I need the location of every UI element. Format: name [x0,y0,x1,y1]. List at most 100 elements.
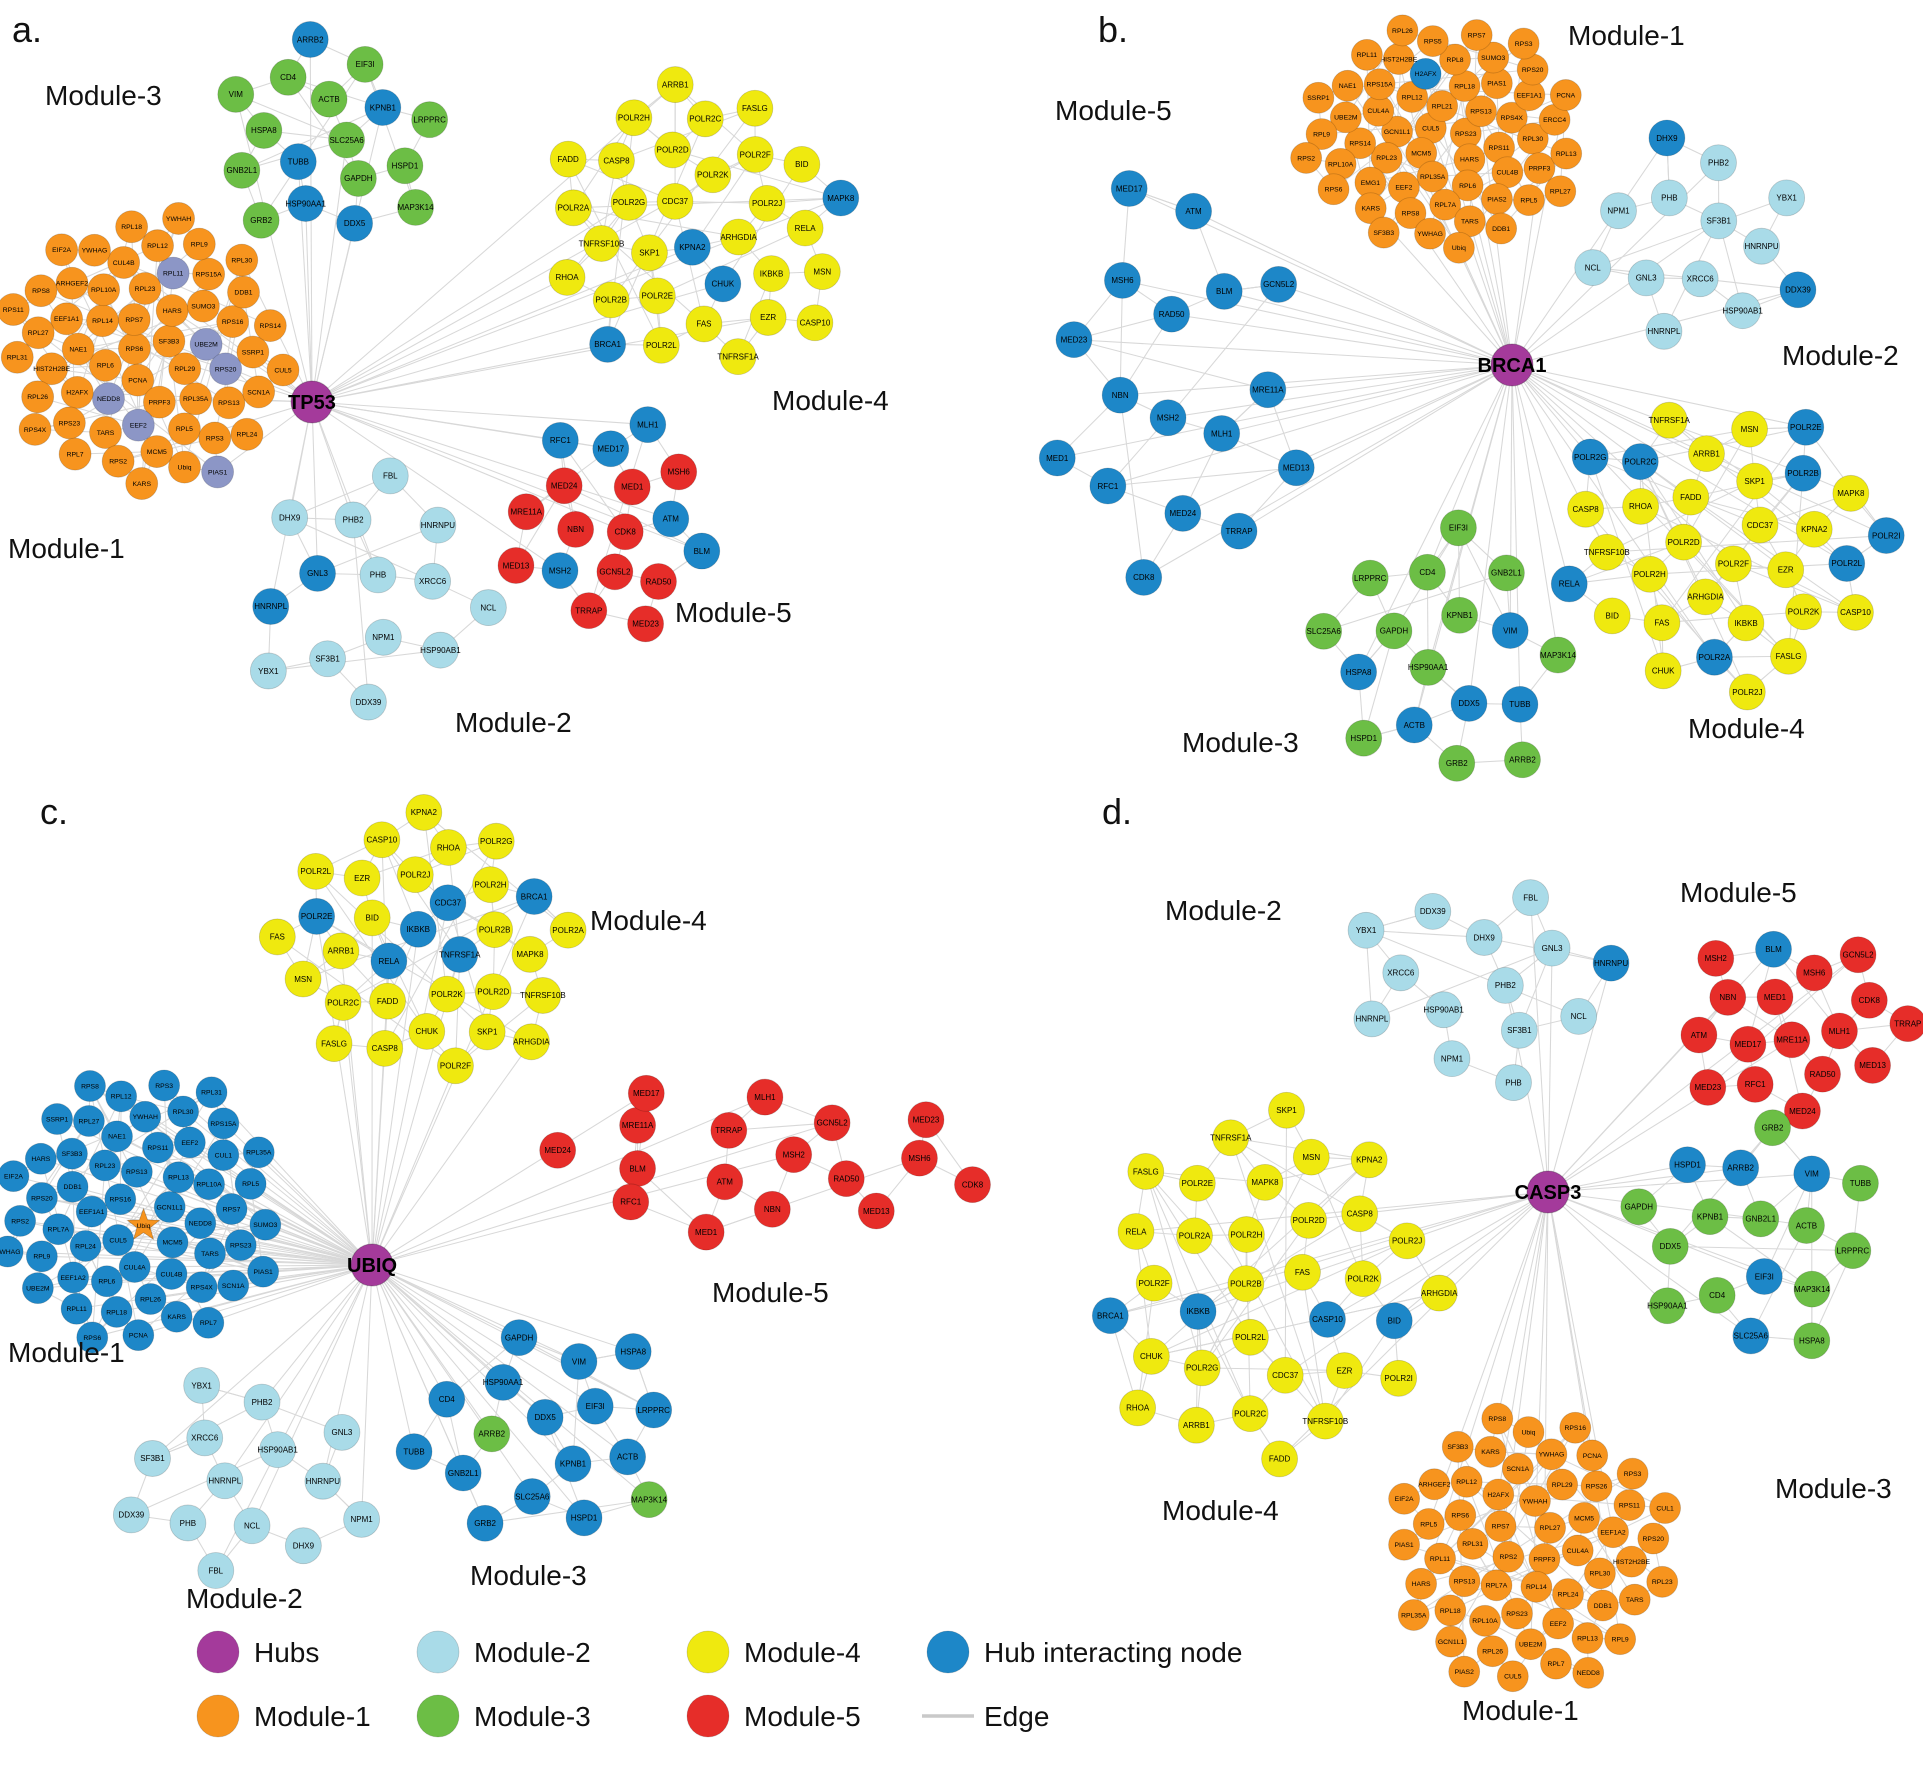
gene-label: NAE1 [108,1134,126,1141]
gene-node-RAD50: RAD50 [640,563,677,600]
gene-node-PHB2: PHB2 [1486,966,1524,1004]
gene-circle [1388,1482,1421,1515]
gene-node-MED24: MED24 [539,1131,577,1169]
gene-node-PHB2: PHB2 [1700,144,1737,182]
gene-label: RPS14 [260,323,282,330]
gene-circle [92,382,125,416]
gene-circle [557,511,595,548]
gene-circle [629,406,667,444]
gene-node-CD4: CD4 [1409,553,1446,591]
gene-label: SLC25A6 [1307,627,1342,636]
gene-label: MED24 [551,481,578,490]
gene-label: RPS15A [196,271,223,278]
gene-circle [437,1047,474,1085]
gene-node-HNRNPL: HNRNPL [1645,312,1683,350]
gene-label: NEDD8 [1577,1670,1600,1677]
gene-label: RPL29 [1552,1482,1573,1489]
gene-circle [1435,1625,1467,1658]
gene-label: MLH1 [1829,1027,1851,1036]
gene-node-POLR2L: POLR2L [1828,545,1866,582]
gene-label: RPL31 [1462,1541,1483,1548]
gene-label: POLR2H [1230,1230,1262,1239]
gene-label: CASP8 [1347,1210,1374,1219]
gene-label: HIST2H2BE [33,366,70,373]
gene-label: CD4 [439,1395,456,1404]
gene-label: YWHAG [82,248,108,255]
legend-item-module-3: Module-3 [416,1694,591,1738]
gene-circle [1317,173,1350,206]
gene-label: RPS5 [1424,38,1442,45]
gene-node-TARS: TARS [194,1237,226,1270]
gene-label: RPS4X [1501,115,1524,122]
hub-node-TP53: TP53 [288,380,336,424]
gene-label: MSH6 [908,1154,931,1163]
gene-label: POLR2C [1234,1409,1266,1418]
legend-label: Hub interacting node [984,1637,1242,1668]
gene-node-HNRNPU: HNRNPU [1592,944,1630,982]
gene-node-CHUK: CHUK [704,265,742,303]
gene-label: POLR2L [646,341,677,350]
gene-circle [613,468,651,506]
gene-node-ARRB1: ARRB1 [656,66,694,103]
gene-label: ARRB1 [1693,449,1720,458]
gene-circle [90,1265,123,1298]
gene-label: RPS6 [83,1335,101,1342]
gene-circle [720,218,757,256]
gene-circle [1480,1569,1513,1602]
gene-circle [18,412,52,446]
gene-node-DDB1: DDB1 [227,275,260,309]
gene-circle [796,304,834,342]
legend-item-module-1: Module-1 [196,1694,371,1738]
gene-label: DDB1 [1492,226,1510,233]
gene-label: EEF2 [130,423,147,430]
gene-label: RPS15A [210,1121,237,1128]
gene-label: EIF2A [52,247,71,254]
legend: HubsModule-1Module-2Module-3Module-4Modu… [196,1630,1242,1738]
gene-circle [198,421,232,455]
gene-label: RPL7 [1547,1661,1564,1668]
gene-node-POLR2L: POLR2L [297,852,335,890]
gene-label: RPL5 [1420,1521,1437,1528]
gene-node-MSN: MSN [1292,1138,1330,1176]
gene-node-GCN5L2: GCN5L2 [1839,936,1877,974]
gene-label: SLC25A6 [1734,1332,1769,1341]
gene-label: BLM [629,1164,646,1173]
gene-node-RPS20: RPS20 [1637,1522,1670,1555]
gene-circle [249,652,287,690]
gene-label: POLR2I [1872,531,1900,540]
gene-circle [1164,494,1202,532]
gene-circle [24,274,58,308]
gene-node-ARHGEF2: ARHGEF2 [55,266,89,300]
gene-label: GNB2L1 [448,1469,479,1478]
gene-node-ACTB: ACTB [310,80,348,118]
gene-node-HSP90AB1: HSP90AB1 [1722,292,1763,330]
gene-node-RPS11: RPS11 [142,1131,174,1164]
gene-circle [419,506,457,544]
gene-node-YWHAG: YWHAG [0,1235,24,1268]
gene-node-YBX1: YBX1 [249,652,287,690]
gene-label: MSH6 [668,468,691,477]
gene-circle [430,829,467,866]
gene-node-RPS4X: RPS4X [1495,101,1528,134]
gene-node-IKBKB: IKBKB [399,910,437,948]
gene-circle [1743,227,1780,265]
gene-label: RPS7 [1468,32,1486,39]
gene-label: CUL1 [215,1152,233,1159]
gene-label: GRB2 [250,216,272,225]
gene-label: DDB1 [234,290,252,297]
gene-circle [1135,1264,1173,1302]
gene-circle [1512,879,1549,917]
gene-circle [719,338,757,376]
gene-node-HSP90AA1: HSP90AA1 [285,185,326,222]
gene-node-IKBKB: IKBKB [753,255,790,293]
gene-circle [411,101,449,139]
gene-circle [1850,981,1888,1019]
gene-circle [1305,612,1343,650]
gene-label: RPS2 [1297,155,1315,162]
module-label: Module-1 [8,533,125,564]
gene-circle [429,884,467,922]
gene-label: RPS6 [126,346,144,353]
gene-label: FADD [1269,1455,1291,1464]
gene-circle [686,100,724,138]
gene-label: HNRNPU [421,521,455,530]
